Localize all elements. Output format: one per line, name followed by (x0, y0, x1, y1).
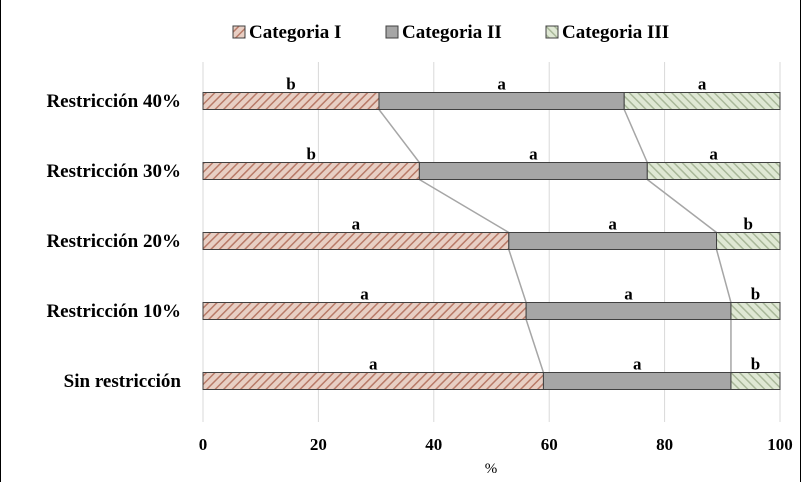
bar-segment (202, 162, 420, 180)
legend-label: Categoria I (249, 22, 341, 43)
category-label: Restricción 10% (46, 301, 181, 322)
bar-segment (202, 232, 510, 250)
legend: Categoria I Categoria II Categoria III (232, 22, 669, 43)
series-line (623, 109, 648, 163)
data-label: a (497, 75, 506, 94)
bar-segment (542, 372, 732, 390)
legend-swatch (545, 25, 559, 39)
data-label: b (286, 75, 295, 94)
series-line (715, 249, 732, 303)
bar-segment (716, 232, 781, 250)
series-lines (378, 109, 732, 373)
legend-item: Categoria III (545, 22, 669, 43)
bar-segment (202, 302, 527, 320)
category-label: Sin restricción (64, 371, 182, 392)
category-label: Restricción 30% (46, 161, 181, 182)
data-label: a (352, 215, 361, 234)
legend-item: Categoria II (385, 22, 502, 43)
x-axis-title: % (485, 461, 498, 477)
bar-segment (646, 162, 781, 180)
data-label: b (751, 285, 760, 304)
data-label: a (369, 355, 378, 374)
series-line (525, 319, 545, 373)
data-label: a (608, 215, 617, 234)
data-label: b (751, 355, 760, 374)
data-label: a (529, 145, 538, 164)
data-label: b (306, 145, 315, 164)
data-label: a (360, 285, 369, 304)
category-label: Restricción 40% (46, 91, 181, 112)
x-tick-label: 100 (767, 435, 793, 454)
bar-segment (730, 302, 781, 320)
data-label: a (709, 145, 718, 164)
bar-segment (202, 92, 380, 110)
data-label: a (633, 355, 642, 374)
bar-segment (730, 372, 781, 390)
series-line (508, 249, 527, 303)
legend-label: Categoria II (402, 22, 502, 43)
value-axis: 0 20 40 60 80 100 (199, 435, 793, 454)
bar-segment (202, 372, 544, 390)
x-tick-label: 20 (310, 435, 327, 454)
data-labels: b a a b a a a a b a a b a a b (286, 75, 760, 374)
data-label: b (744, 215, 753, 234)
series-line (378, 109, 420, 163)
category-label: Restricción 20% (46, 231, 181, 252)
bars (202, 92, 781, 390)
legend-label: Categoria III (562, 22, 669, 43)
bar-segment (525, 302, 732, 320)
category-axis: Restricción 40% Restricción 30% Restricció… (46, 91, 181, 392)
x-tick-label: 60 (541, 435, 558, 454)
series-line (646, 178, 717, 234)
bar-segment (623, 92, 781, 110)
x-tick-label: 40 (425, 435, 442, 454)
bar-segment (378, 92, 625, 110)
bar-segment (508, 232, 718, 250)
data-label: a (698, 75, 707, 94)
x-tick-label: 80 (656, 435, 673, 454)
legend-swatch (232, 25, 246, 39)
series-line (418, 178, 510, 234)
legend-item: Categoria I (232, 22, 341, 43)
data-label: a (624, 285, 633, 304)
legend-swatch (385, 25, 399, 39)
bar-segment (418, 162, 648, 180)
x-tick-label: 0 (199, 435, 208, 454)
